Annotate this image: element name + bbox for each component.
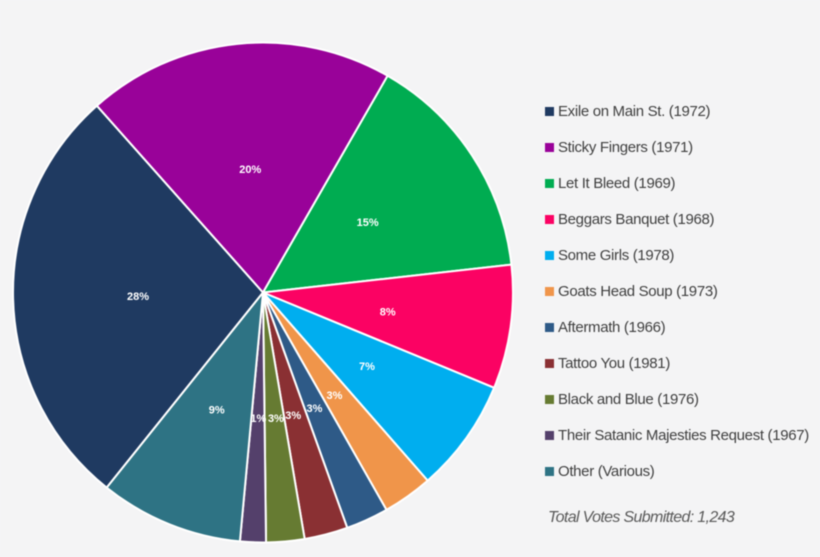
svg-text:1%: 1% <box>250 413 266 425</box>
svg-text:3%: 3% <box>268 413 284 425</box>
svg-text:7%: 7% <box>359 361 375 373</box>
svg-text:8%: 8% <box>380 306 396 318</box>
svg-text:15%: 15% <box>357 217 379 229</box>
svg-text:9%: 9% <box>209 404 225 416</box>
svg-text:3%: 3% <box>327 390 343 402</box>
svg-text:20%: 20% <box>239 164 261 176</box>
svg-text:3%: 3% <box>285 410 301 422</box>
svg-text:28%: 28% <box>127 291 149 303</box>
svg-text:3%: 3% <box>307 403 323 415</box>
